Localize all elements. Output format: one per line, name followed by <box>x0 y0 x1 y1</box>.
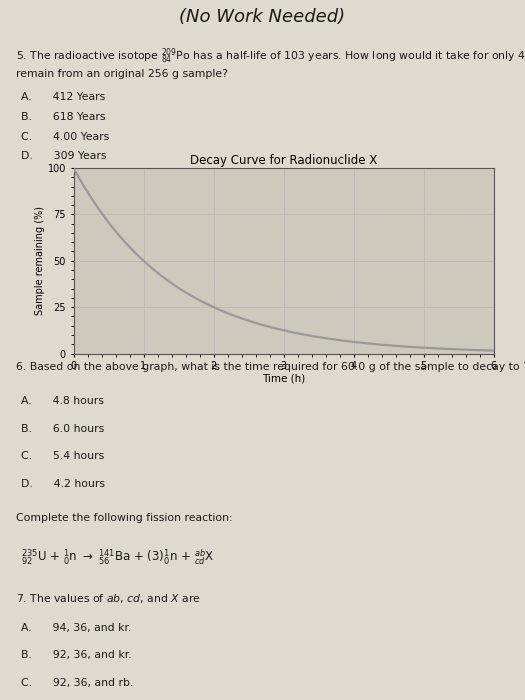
X-axis label: Time (h): Time (h) <box>262 374 305 384</box>
Text: 7. The values of $ab$, $cd$, and $X$ are: 7. The values of $ab$, $cd$, and $X$ are <box>16 592 201 605</box>
Title: Decay Curve for Radionuclide X: Decay Curve for Radionuclide X <box>190 154 377 167</box>
Text: 5. The radioactive isotope $^{209}_{84}$Po has a half-life of 103 years. How lon: 5. The radioactive isotope $^{209}_{84}$… <box>16 46 525 66</box>
Text: Complete the following fission reaction:: Complete the following fission reaction: <box>16 513 233 523</box>
Text: B.      6.0 hours: B. 6.0 hours <box>21 424 104 434</box>
Text: A.      412 Years: A. 412 Years <box>21 92 105 102</box>
Text: (No Work Needed): (No Work Needed) <box>180 8 345 26</box>
Y-axis label: Sample remaining (%): Sample remaining (%) <box>35 206 45 315</box>
Text: D.      309 Years: D. 309 Years <box>21 151 107 161</box>
Text: D.      4.2 hours: D. 4.2 hours <box>21 479 105 489</box>
Text: A.      4.8 hours: A. 4.8 hours <box>21 396 104 407</box>
Text: $^{235}_{92}$U + $^{1}_{0}$n $\rightarrow$ $^{141}_{56}$Ba + (3)$^{1}_{0}$n + $^: $^{235}_{92}$U + $^{1}_{0}$n $\rightarro… <box>21 547 214 567</box>
Text: B.      92, 36, and kr.: B. 92, 36, and kr. <box>21 650 132 660</box>
Text: 6. Based on the above graph, what is the time required for 60.0 g of the sample : 6. Based on the above graph, what is the… <box>16 362 525 372</box>
Text: remain from an original 256 g sample?: remain from an original 256 g sample? <box>16 69 228 79</box>
Text: B.      618 Years: B. 618 Years <box>21 112 106 122</box>
Text: A.      94, 36, and kr.: A. 94, 36, and kr. <box>21 623 131 633</box>
Text: C.      92, 36, and rb.: C. 92, 36, and rb. <box>21 678 133 687</box>
Text: C.      5.4 hours: C. 5.4 hours <box>21 452 104 461</box>
Text: C.      4.00 Years: C. 4.00 Years <box>21 132 109 141</box>
